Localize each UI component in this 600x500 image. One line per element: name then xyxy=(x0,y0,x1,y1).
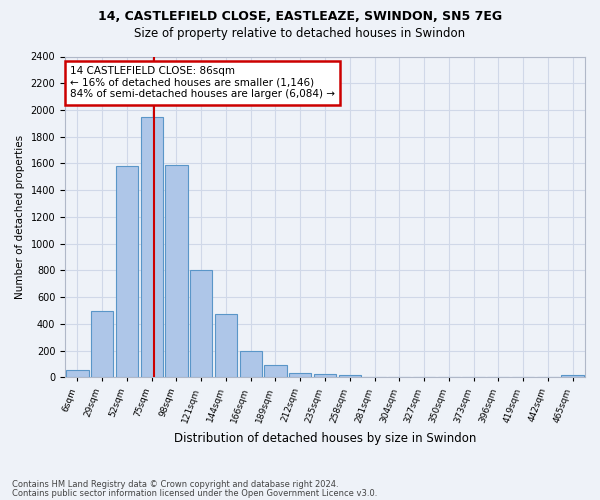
Bar xyxy=(190,270,212,378)
Bar xyxy=(537,376,559,378)
Bar xyxy=(91,310,113,378)
Y-axis label: Number of detached properties: Number of detached properties xyxy=(15,135,25,299)
Text: Contains public sector information licensed under the Open Government Licence v3: Contains public sector information licen… xyxy=(12,489,377,498)
Bar xyxy=(116,166,138,378)
Text: Size of property relative to detached houses in Swindon: Size of property relative to detached ho… xyxy=(134,28,466,40)
Bar xyxy=(140,116,163,378)
Bar xyxy=(487,376,509,378)
X-axis label: Distribution of detached houses by size in Swindon: Distribution of detached houses by size … xyxy=(174,432,476,445)
Bar xyxy=(388,376,410,378)
Bar xyxy=(289,372,311,378)
Text: Contains HM Land Registry data © Crown copyright and database right 2024.: Contains HM Land Registry data © Crown c… xyxy=(12,480,338,489)
Bar xyxy=(413,376,435,378)
Bar xyxy=(314,374,336,378)
Text: 14, CASTLEFIELD CLOSE, EASTLEAZE, SWINDON, SN5 7EG: 14, CASTLEFIELD CLOSE, EASTLEAZE, SWINDO… xyxy=(98,10,502,23)
Bar xyxy=(215,314,237,378)
Bar xyxy=(364,376,386,378)
Bar xyxy=(66,370,89,378)
Bar xyxy=(166,165,188,378)
Bar xyxy=(562,374,584,378)
Bar xyxy=(338,374,361,378)
Text: 14 CASTLEFIELD CLOSE: 86sqm
← 16% of detached houses are smaller (1,146)
84% of : 14 CASTLEFIELD CLOSE: 86sqm ← 16% of det… xyxy=(70,66,335,100)
Bar xyxy=(512,376,534,378)
Bar xyxy=(239,352,262,378)
Bar xyxy=(265,366,287,378)
Bar xyxy=(437,376,460,378)
Bar xyxy=(463,376,485,378)
